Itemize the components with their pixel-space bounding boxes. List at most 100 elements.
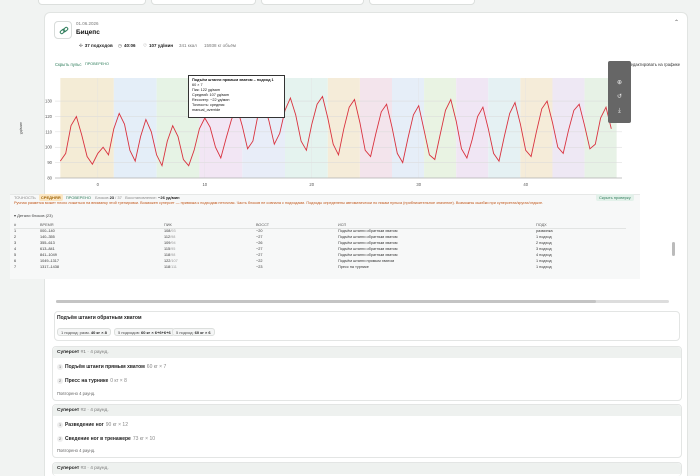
tab-stub[interactable] — [38, 0, 146, 5]
table-cell: 4 — [14, 247, 17, 251]
tab-stub[interactable] — [151, 0, 256, 5]
table-cell: 4 подход — [536, 253, 552, 257]
zoom-icon[interactable]: ⊕ — [616, 80, 623, 86]
table-cell: Подъём штанги обратным хватом — [338, 229, 398, 234]
superset-header[interactable] — [53, 347, 681, 358]
set-band — [424, 78, 457, 178]
table-row[interactable]: 7 1317–1438 118/111 −23 Пресс на турнике 1 по… — [14, 264, 626, 270]
dumbbell-icon: ✣ — [79, 43, 83, 48]
table-row[interactable]: 5 841–1049 118/98 −27 Подъём штанги обратным… — [14, 252, 626, 258]
workout-date: 01.06.2026 — [76, 21, 99, 26]
table-cell: 1 подход — [536, 265, 552, 269]
table-scrollbar[interactable] — [672, 242, 675, 256]
col-header: ВРЕМЯ — [40, 222, 164, 229]
tooltip-line: Точность: средняя — [192, 103, 225, 107]
superset-header[interactable] — [53, 463, 681, 474]
superset-exercise: 2 Сведение ног в тренажере 73 кг × 10 — [57, 436, 156, 442]
table-cell: Подъём штанги обратным хватом — [338, 241, 398, 245]
table-cell: Подъём штанги обратным хватом — [338, 247, 398, 251]
blocks-value: 23 — [109, 195, 115, 200]
recovery-label: Восстановление: — [125, 195, 157, 200]
table-row[interactable]: 3 355–613 109/94 −26 Подъём штанги обратным … — [14, 240, 626, 246]
collapse-chevron-icon[interactable]: ⌃ — [673, 20, 679, 26]
table-cell: 115/95 — [164, 247, 176, 251]
tab-stub[interactable] — [261, 0, 364, 5]
table-cell: −27 — [256, 247, 263, 251]
stat-duration: ◷ 40:06 — [118, 43, 136, 48]
table-cell: Подъём штанги обратным хватом — [338, 235, 398, 239]
tooltip-line: manual_override — [192, 108, 221, 112]
superset-header[interactable] — [53, 405, 681, 416]
table-cell: 109/94 — [164, 241, 176, 245]
y-axis-label: уд/мин — [18, 122, 23, 135]
table-cell: 3 подход — [536, 247, 552, 251]
y-tick-label: 120 — [45, 114, 53, 119]
set-band — [552, 78, 585, 178]
heart-rate-chart: 8090100110120130010203040Минуты от старт… — [10, 60, 640, 190]
heart-rate-line — [59, 95, 612, 168]
table-cell: −27 — [256, 235, 263, 239]
table-cell: 2 — [14, 235, 17, 239]
table-cell: 355–613 — [40, 241, 55, 245]
set-chip: 5 подходов: 60 кг × 6+6+6+6 — [114, 328, 175, 336]
blocks-table: # ВРЕМЯ ПИК ВОССТ ИСП ПОДХ 1 000–140 108/9… — [14, 222, 626, 270]
table-row[interactable]: 6 1049–1317 122/107 −22 Подъём штанги прямым… — [14, 258, 626, 264]
table-cell: 108/93 — [164, 229, 176, 234]
reset-icon[interactable]: ↺ — [616, 94, 623, 100]
exercise-card: Подъём штанги обратным хватом 1 подход: … — [54, 311, 680, 341]
set-band — [60, 78, 114, 178]
hide-pulse-link[interactable]: Скрыть пульс — [55, 62, 82, 67]
table-cell: 7 — [14, 265, 17, 269]
chart-tooltip: Подъём штанги прямым хватом – подход 1 6… — [188, 75, 285, 118]
table-cell: разминка — [536, 229, 553, 234]
tab-stub[interactable] — [369, 0, 475, 5]
table-row[interactable]: 2 140–355 112/98 −27 Подъём штанги обратным … — [14, 234, 626, 240]
x-tick-label: 10 — [202, 182, 207, 187]
edit-on-chart-link[interactable]: Редактировать на графике — [628, 62, 681, 67]
blocks-label: Блоков — [95, 195, 109, 200]
x-tick-label: 30 — [416, 182, 421, 187]
workout-title: Бицепс — [76, 29, 100, 36]
clock-icon: ◷ — [118, 43, 122, 48]
accuracy-row: ТОЧНОСТЬ СРЕДНЯЯ ПРОВЕРЕНО Блоков 23 / 3… — [14, 194, 180, 201]
table-row[interactable]: 1 000–140 108/93 −20 Подъём штанги обратным … — [14, 228, 626, 234]
col-header: ВОССТ — [256, 222, 338, 229]
checked-badge: ПРОВЕРЕНО — [65, 195, 91, 200]
table-cell: 1317–1438 — [40, 265, 60, 269]
col-header: ПИК — [164, 222, 256, 229]
block-details-toggle[interactable]: ▾ Детали блоков (23) — [14, 213, 53, 218]
table-cell: 000–140 — [40, 229, 55, 234]
superset-repeat: Повторено 4 раунд. — [57, 448, 96, 453]
table-cell: 1 подход — [536, 259, 552, 263]
table-scrollbar-horizontal[interactable] — [56, 300, 669, 303]
table-cell: Пресс на турнике — [338, 265, 369, 269]
stat-volume: 15938 кг объём — [204, 43, 236, 48]
superset-block: Суперсет #1 · 4 раунд. 1 Подъём штанги пр… — [52, 346, 682, 401]
table-row[interactable]: 4 613–841 115/95 −27 Подъём штанги обратным … — [14, 246, 626, 252]
heart-icon: ♡ — [143, 43, 148, 48]
table-cell: 1 подход — [536, 235, 552, 239]
hide-review-button[interactable]: Скрыть проверку — [596, 194, 634, 201]
table-cell: 118/111 — [164, 265, 177, 269]
tooltip-line: Recovery: −22 уд/мин — [192, 98, 230, 102]
y-tick-label: 80 — [47, 176, 52, 181]
download-icon[interactable]: ⤓ — [618, 108, 621, 114]
tooltip-line: Средний: 107 уд/мин — [192, 93, 229, 97]
top-tabs — [0, 0, 700, 6]
recovery-value: −26 уд/мин — [158, 195, 180, 200]
set-band — [359, 78, 392, 178]
set-band — [456, 78, 489, 178]
table-cell: Подъём штанги прямым хватом — [338, 259, 395, 263]
table-cell: 112/98 — [164, 235, 176, 239]
col-header: ПОДХ — [536, 222, 626, 229]
set-band — [391, 78, 425, 178]
table-cell: 1049–1317 — [40, 259, 60, 263]
table-cell: −20 — [256, 229, 263, 234]
table-cell: 3 — [14, 241, 17, 245]
set-band — [285, 78, 328, 178]
superset-exercise: 2 Пресс на турнике 0 кг × 8 — [57, 378, 127, 384]
accuracy-label: ТОЧНОСТЬ — [14, 195, 36, 200]
checked-tag: ПРОВЕРЕНО — [85, 62, 109, 66]
x-tick-label: 0 — [97, 182, 100, 187]
set-band — [113, 78, 157, 178]
